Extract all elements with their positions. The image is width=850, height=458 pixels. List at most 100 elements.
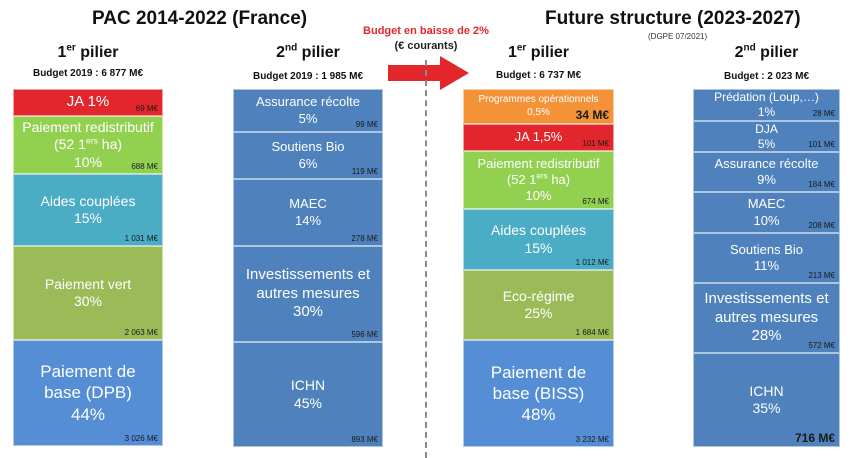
block-paiement-de-base: Paiement de base (BISS) 48% 3 232 M€ xyxy=(463,340,614,447)
block-programmes-operationnels: Programmes opérationnels 0,5% 34 M€ xyxy=(463,89,614,124)
block-label: Paiement redistributif xyxy=(22,118,154,135)
block-label: 6% xyxy=(298,155,318,171)
block-soutiens-bio: Soutiens Bio 11% 213 M€ xyxy=(693,233,840,283)
block-amount: 1 031 M€ xyxy=(124,234,158,243)
block-amount: 213 M€ xyxy=(808,271,835,280)
pillar-heading: 1er pilier xyxy=(507,42,570,61)
block-amount: 34 M€ xyxy=(575,108,609,122)
block-label: 5% xyxy=(298,110,318,126)
block-ichn: ICHN 35% 716 M€ xyxy=(693,353,840,447)
block-ja: JA 1% 69 M€ xyxy=(13,89,163,116)
block-label: JA 1,5% xyxy=(514,129,563,145)
block-amount: 99 M€ xyxy=(355,120,378,129)
block-percent: 10% xyxy=(73,153,103,170)
block-percent: 48% xyxy=(521,405,556,425)
red-arrow-icon xyxy=(388,56,469,90)
block-percent: 28% xyxy=(751,327,782,345)
block-label: Investissements et xyxy=(704,289,829,307)
block-percent: 30% xyxy=(292,303,324,321)
right-subtitle: (DGPE 07/2021) xyxy=(648,32,708,41)
block-amount: 688 M€ xyxy=(131,162,158,171)
block-label: 11% xyxy=(753,258,780,273)
block-label: Soutiens Bio xyxy=(271,139,345,155)
block-label: 25% xyxy=(524,305,553,321)
block-label: Aides couplées xyxy=(491,222,586,238)
block-label: Eco-régime xyxy=(502,287,575,304)
block-label: 35% xyxy=(752,400,781,416)
block-label: 15% xyxy=(524,239,553,256)
block-amount: 2 063 M€ xyxy=(124,328,158,337)
block-aides-couplees: Aides couplées 15% 1 031 M€ xyxy=(13,174,163,246)
block-soutiens-bio: Soutiens Bio 6% 119 M€ xyxy=(233,132,383,179)
block-label: Paiement redistributif xyxy=(477,155,600,171)
block-label: Aides couplées xyxy=(40,192,136,209)
arrow-label-line1: Budget en baisse de 2% xyxy=(363,25,489,37)
pillar-heading: 2nd pilier xyxy=(276,42,340,61)
block-maec: MAEC 10% 208 M€ xyxy=(693,192,840,233)
block-assurance-recolte: Assurance récolte 5% 99 M€ xyxy=(233,89,383,132)
block-amount: 893 M€ xyxy=(351,435,378,444)
block-ichn: ICHN 45% 893 M€ xyxy=(233,342,383,447)
block-ja: JA 1,5% 101 M€ xyxy=(463,124,614,151)
pillar-heading: 1er pilier xyxy=(57,42,119,61)
block-amount: 184 M€ xyxy=(808,180,835,189)
block-amount: 1 012 M€ xyxy=(575,258,609,267)
block-amount: 28 M€ xyxy=(812,109,835,118)
block-label: 9% xyxy=(757,172,776,187)
block-paiement-de-base: Paiement de base (DPB) 44% 3 026 M€ xyxy=(13,340,163,446)
block-amount: 3 026 M€ xyxy=(124,434,158,443)
block-amount: 572 M€ xyxy=(808,341,835,350)
block-percent: 10% xyxy=(525,188,552,204)
block-amount: 208 M€ xyxy=(808,221,835,230)
block-dja: DJA 5% 101 M€ xyxy=(693,121,840,152)
block-label: ICHN xyxy=(749,382,784,399)
budget-label: Budget : 2 023 M€ xyxy=(723,71,810,82)
block-eco-regime: Eco-régime 25% 1 684 M€ xyxy=(463,270,614,340)
period-divider xyxy=(425,60,427,458)
block-investissements: Investissements et autres mesures 30% 596 M… xyxy=(233,246,383,342)
block-label: Assurance récolte xyxy=(714,155,819,171)
block-amount: 101 M€ xyxy=(808,140,835,149)
block-label: (52 1ers ha) xyxy=(506,171,571,187)
block-label: JA 1% xyxy=(66,93,110,111)
block-label: Soutiens Bio xyxy=(730,241,803,257)
block-label: base (BISS) xyxy=(492,383,585,403)
block-amount: 1 684 M€ xyxy=(575,328,609,337)
block-amount: 119 M€ xyxy=(351,167,378,176)
block-label: autres mesures xyxy=(714,308,819,326)
block-amount: 3 232 M€ xyxy=(575,435,609,444)
block-label: base (DPB) xyxy=(44,383,132,403)
block-label: Assurance récolte xyxy=(255,94,361,110)
block-assurance-recolte: Assurance récolte 9% 184 M€ xyxy=(693,152,840,192)
pillar-heading: 2nd pilier xyxy=(734,42,799,61)
block-label: MAEC xyxy=(747,196,786,212)
block-label: Programmes opérationnels xyxy=(478,94,599,105)
block-label: Paiement de xyxy=(490,362,587,382)
left-title: PAC 2014-2022 (France) xyxy=(92,8,308,29)
budget-label: Budget 2019 : 6 877 M€ xyxy=(32,68,144,79)
budget-label: Budget 2019 : 1 985 M€ xyxy=(252,71,364,82)
block-label: MAEC xyxy=(289,196,327,212)
block-maec: MAEC 14% 278 M€ xyxy=(233,179,383,246)
block-paiement-redistributif: Paiement redistributif (52 1ers ha) 10% 674… xyxy=(463,151,614,209)
block-label: 45% xyxy=(293,394,323,411)
block-amount: 278 M€ xyxy=(351,234,378,243)
block-paiement-vert: Paiement vert 30% 2 063 M€ xyxy=(13,246,163,340)
right-title: Future structure (2023-2027) xyxy=(545,8,801,29)
block-label: 1% xyxy=(757,105,776,119)
block-label: 10% xyxy=(753,212,780,228)
block-label: 15% xyxy=(73,210,103,226)
block-label: Paiement de xyxy=(40,362,136,382)
arrow-label-line2: (€ courants) xyxy=(394,40,458,52)
block-predation: Prédation (Loup,…) 1% 28 M€ xyxy=(693,89,840,121)
block-label: Prédation (Loup,…) xyxy=(714,90,819,104)
budget-label: Budget : 6 737 M€ xyxy=(495,70,582,81)
block-amount: 596 M€ xyxy=(351,330,378,339)
block-label: DJA xyxy=(755,121,778,136)
block-investissements: Investissements et autres mesures 28% 572 M… xyxy=(693,283,840,353)
block-label: 14% xyxy=(294,212,322,228)
block-label: 30% xyxy=(73,293,103,309)
block-label: Paiement vert xyxy=(44,275,132,292)
block-label: autres mesures xyxy=(256,284,360,302)
block-label: 0,5% xyxy=(527,106,550,118)
